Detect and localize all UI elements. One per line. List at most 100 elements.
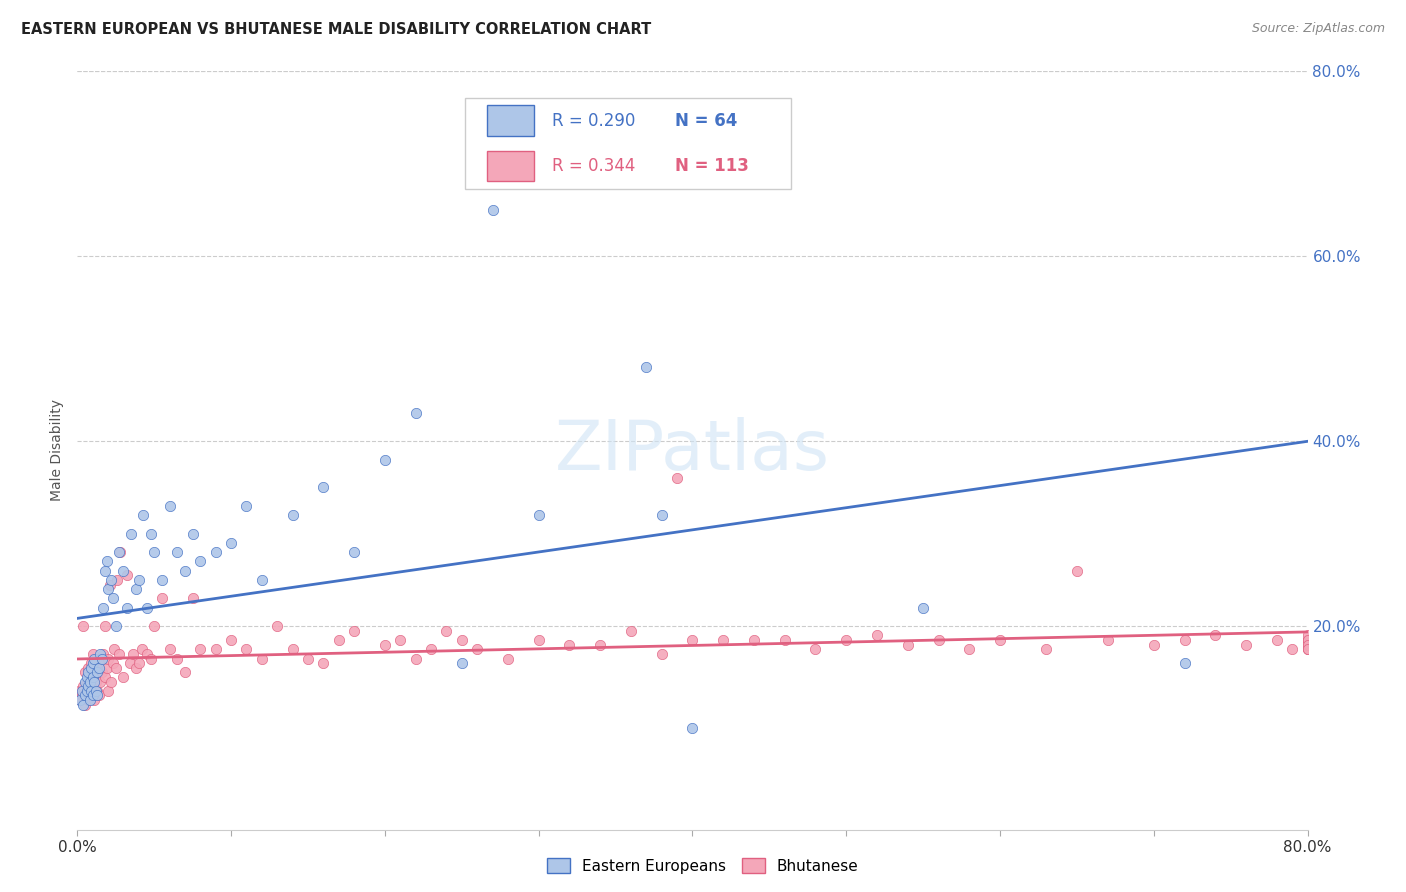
Point	[90, 665, 114, 680]
Point	[77, 661, 100, 675]
Point	[104, 619, 127, 633]
Point	[150, 591, 173, 606]
Point	[90, 651, 114, 665]
Point	[235, 642, 257, 657]
Point	[682, 721, 704, 735]
Point	[83, 651, 105, 665]
Point	[72, 679, 94, 693]
Point	[118, 656, 141, 670]
Point	[82, 670, 104, 684]
Point	[1204, 628, 1226, 642]
Text: N = 113: N = 113	[675, 157, 749, 175]
Point	[181, 526, 204, 541]
Point	[82, 684, 104, 698]
Point	[1296, 633, 1319, 648]
Point	[374, 452, 396, 467]
Point	[1066, 564, 1088, 578]
Point	[143, 545, 166, 559]
Point	[76, 684, 98, 698]
Point	[73, 674, 96, 689]
Point	[928, 633, 950, 648]
Point	[188, 642, 212, 657]
Point	[97, 651, 120, 665]
Point	[76, 674, 98, 689]
Point	[125, 582, 148, 596]
Point	[235, 499, 257, 513]
Point	[86, 689, 108, 703]
Point	[527, 633, 550, 648]
Point	[1296, 638, 1319, 652]
Point	[125, 661, 148, 675]
Point	[100, 674, 122, 689]
Point	[711, 633, 734, 648]
Point	[82, 689, 104, 703]
Point	[67, 684, 90, 698]
Point	[312, 656, 335, 670]
Point	[651, 508, 673, 523]
Point	[82, 647, 104, 661]
Point	[281, 508, 304, 523]
Point	[93, 647, 115, 661]
Point	[110, 545, 132, 559]
Point	[773, 633, 796, 648]
Point	[988, 633, 1011, 648]
Point	[651, 647, 673, 661]
Point	[141, 526, 163, 541]
Point	[77, 679, 100, 693]
Point	[112, 670, 135, 684]
Point	[1296, 633, 1319, 648]
Point	[159, 499, 181, 513]
Point	[76, 670, 98, 684]
Point	[204, 545, 226, 559]
Point	[84, 684, 107, 698]
Point	[93, 600, 115, 615]
Point	[73, 689, 96, 703]
Point	[80, 661, 103, 675]
Text: N = 64: N = 64	[675, 112, 738, 129]
Point	[666, 471, 689, 485]
Point	[1296, 642, 1319, 657]
Point	[450, 633, 472, 648]
Point	[166, 651, 188, 665]
Point	[105, 573, 128, 587]
Point	[636, 360, 658, 375]
Point	[89, 651, 111, 665]
Point	[112, 564, 135, 578]
Point	[450, 656, 472, 670]
Point	[1143, 638, 1166, 652]
Legend: Eastern Europeans, Bhutanese: Eastern Europeans, Bhutanese	[541, 852, 865, 880]
Point	[89, 674, 111, 689]
Point	[94, 619, 117, 633]
Point	[83, 693, 105, 707]
FancyBboxPatch shape	[486, 151, 534, 181]
Point	[131, 642, 153, 657]
Point	[120, 526, 142, 541]
Point	[96, 554, 118, 568]
Point	[101, 591, 124, 606]
Text: EASTERN EUROPEAN VS BHUTANESE MALE DISABILITY CORRELATION CHART: EASTERN EUROPEAN VS BHUTANESE MALE DISAB…	[21, 22, 651, 37]
Point	[343, 624, 366, 638]
Point	[181, 591, 204, 606]
Y-axis label: Male Disability: Male Disability	[51, 400, 65, 501]
Point	[94, 564, 117, 578]
Point	[94, 670, 117, 684]
Text: R = 0.290: R = 0.290	[553, 112, 636, 129]
Point	[742, 633, 765, 648]
FancyBboxPatch shape	[486, 105, 534, 136]
Point	[682, 633, 704, 648]
Point	[104, 661, 127, 675]
Point	[135, 600, 157, 615]
Point	[420, 642, 443, 657]
Point	[496, 651, 519, 665]
Point	[97, 684, 120, 698]
Point	[465, 642, 488, 657]
Point	[389, 633, 412, 648]
Point	[86, 684, 108, 698]
Point	[1296, 642, 1319, 657]
Point	[79, 684, 101, 698]
Point	[328, 633, 350, 648]
Point	[128, 573, 150, 587]
Point	[141, 651, 163, 665]
Point	[1281, 642, 1303, 657]
Point	[77, 665, 100, 680]
